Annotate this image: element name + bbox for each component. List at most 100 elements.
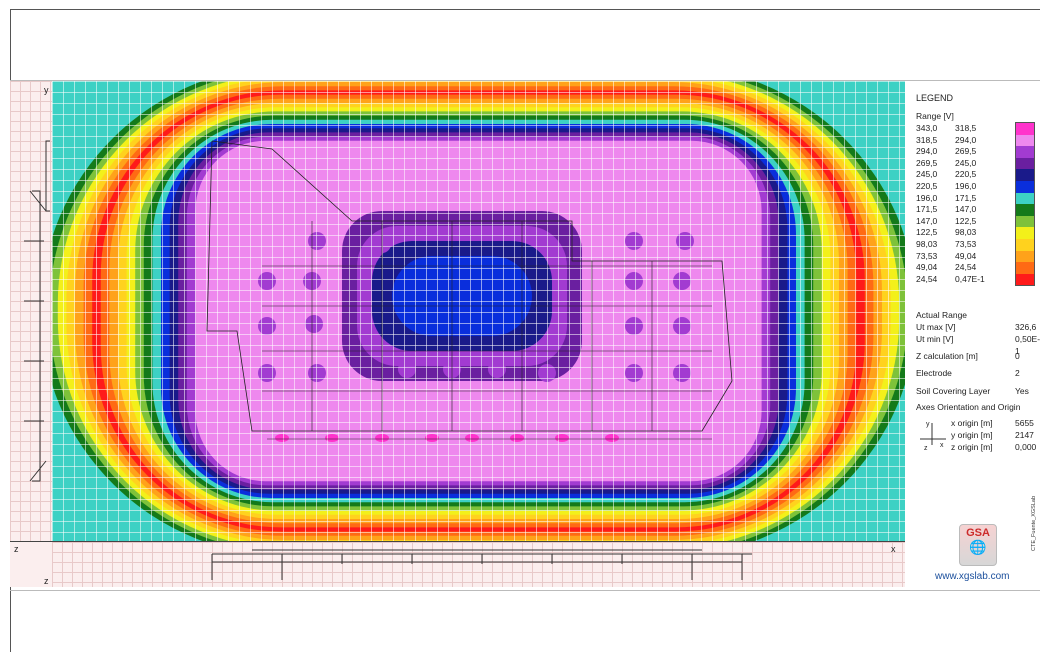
soil-covering-label: Soil Covering Layer	[916, 386, 991, 396]
y-origin-value: 2147	[1015, 430, 1034, 440]
vertical-project-note: CTE_Fuente_XGSLab	[1031, 495, 1037, 551]
legend-range-to: 49,04	[955, 250, 977, 261]
legend-swatch	[1016, 157, 1034, 170]
legend-range-from: 147,0	[916, 215, 938, 226]
website-link[interactable]: www.xgslab.com	[935, 571, 1010, 582]
z-axis-label-top: z	[14, 544, 19, 554]
xgslab-logo: GSA 🌐	[959, 524, 997, 566]
electrode-value: 2	[1015, 368, 1020, 378]
logo-text: GSA	[966, 527, 990, 539]
legend-range-row: 294,0 269,5	[916, 146, 996, 158]
legend-range-from: 343,0	[916, 123, 938, 133]
legend-range-from: 220,5	[916, 180, 938, 191]
soil-covering-value: Yes	[1015, 386, 1029, 396]
left-elevation-ruler	[10, 81, 53, 541]
z-calculation-label: Z calculation [m]	[916, 351, 978, 361]
y-axis-label: y	[44, 85, 49, 95]
legend-title: LEGEND	[916, 93, 954, 103]
legend-swatch	[1016, 192, 1034, 205]
y-origin-label: y origin [m]	[951, 430, 993, 440]
legend-range-from: 24,54	[916, 273, 938, 284]
legend-range-to: 73,53	[955, 238, 977, 249]
legend-range-row: 171,5 147,0	[916, 204, 996, 216]
legend-range-from: 318,5	[916, 134, 938, 145]
legend-range-header: Range [V]	[916, 111, 954, 121]
legend-range-to: 98,03	[955, 227, 977, 238]
ruler-corner	[10, 541, 52, 587]
legend-range-row: 122,5 98,03	[916, 227, 996, 239]
legend-range-to: 196,0	[955, 180, 977, 191]
potential-contour-map	[52, 81, 905, 541]
legend-range-row: 343,0 318,5	[916, 123, 996, 135]
legend-range-row: 196,0 171,5	[916, 193, 996, 205]
mini-x-label: x	[940, 442, 944, 449]
legend-range-row: 73,53 49,04	[916, 251, 996, 263]
axes-orientation-title: Axes Orientation and Origin	[916, 402, 1021, 412]
mini-z-label: z	[924, 445, 928, 452]
legend-panel: LEGEND Range [V] 343,0 318,5 318,5 294,0 294…	[905, 81, 1040, 591]
legend-range-to: 171,5	[955, 192, 977, 203]
legend-range-from: 73,53	[916, 250, 938, 261]
legend-color-scale	[1015, 122, 1035, 287]
sheet-bottom-line	[10, 590, 1040, 591]
legend-range-from: 245,0	[916, 169, 938, 180]
legend-range-to: 318,5	[955, 123, 977, 133]
legend-range-row: 49,04 24,54	[916, 262, 996, 274]
legend-swatch	[1016, 262, 1034, 274]
legend-range-rows: 343,0 318,5 318,5 294,0 294,0 269,5 269,5 245,0…	[916, 123, 996, 285]
electrode-label: Electrode	[916, 368, 952, 378]
axes-orientation-icon: y z x	[918, 419, 948, 455]
globe-icon: 🌐	[969, 538, 987, 555]
legend-range-row: 245,0 220,5	[916, 169, 996, 181]
legend-swatch	[1016, 169, 1034, 181]
x-origin-value: 5655	[1015, 418, 1034, 428]
legend-range-from: 49,04	[916, 262, 938, 273]
electrode-layout	[206, 140, 733, 440]
legend-swatch	[1016, 238, 1034, 251]
legend-swatch	[1016, 134, 1034, 147]
legend-range-from: 269,5	[916, 157, 938, 168]
legend-swatch	[1016, 250, 1034, 263]
legend-range-to: 245,0	[955, 157, 977, 168]
bottom-elevation-sketch	[211, 549, 752, 580]
legend-swatch	[1016, 123, 1034, 135]
legend-range-from: 122,5	[916, 227, 938, 238]
z-origin-value: 0,000	[1015, 442, 1037, 452]
legend-range-to: 0,47E-1	[955, 273, 985, 284]
legend-swatch	[1016, 204, 1034, 216]
legend-range-from: 98,03	[916, 238, 938, 249]
z-calculation-value: 0	[1015, 351, 1020, 361]
legend-range-row: 24,54 0,47E-1	[916, 274, 996, 286]
z-origin-label: z origin [m]	[951, 442, 993, 452]
legend-swatch	[1016, 227, 1034, 239]
legend-range-from: 171,5	[916, 204, 938, 215]
x-axis-label: x	[891, 544, 896, 554]
legend-range-to: 122,5	[955, 215, 977, 226]
legend-range-row: 147,0 122,5	[916, 216, 996, 228]
legend-range-row: 318,5 294,0	[916, 135, 996, 147]
legend-range-to: 147,0	[955, 204, 977, 215]
legend-range-from: 196,0	[916, 192, 938, 203]
ut-max-label: Ut max [V]	[916, 322, 956, 332]
ut-max-value: 326,6	[1015, 322, 1037, 332]
x-origin-label: x origin [m]	[951, 418, 993, 428]
actual-range-title: Actual Range	[916, 310, 968, 320]
legend-range-row: 98,03 73,53	[916, 239, 996, 251]
left-elevation-sketch	[24, 140, 50, 482]
ut-min-value: 0,50E-1	[1015, 334, 1041, 356]
legend-swatch	[1016, 146, 1034, 158]
legend-range-to: 220,5	[955, 169, 977, 180]
bottom-elevation-ruler	[52, 541, 905, 587]
ut-min-label: Ut min [V]	[916, 334, 954, 344]
legend-range-row: 269,5 245,0	[916, 158, 996, 170]
legend-swatch	[1016, 180, 1034, 193]
legend-swatch	[1016, 273, 1034, 286]
z-axis-label-bottom: z	[44, 576, 49, 586]
legend-range-to: 24,54	[955, 262, 977, 273]
frame-top-border	[10, 9, 1040, 10]
legend-range-from: 294,0	[916, 146, 938, 157]
mini-y-label: y	[926, 421, 930, 428]
legend-swatch	[1016, 215, 1034, 228]
legend-range-to: 269,5	[955, 146, 977, 157]
legend-range-to: 294,0	[955, 134, 977, 145]
